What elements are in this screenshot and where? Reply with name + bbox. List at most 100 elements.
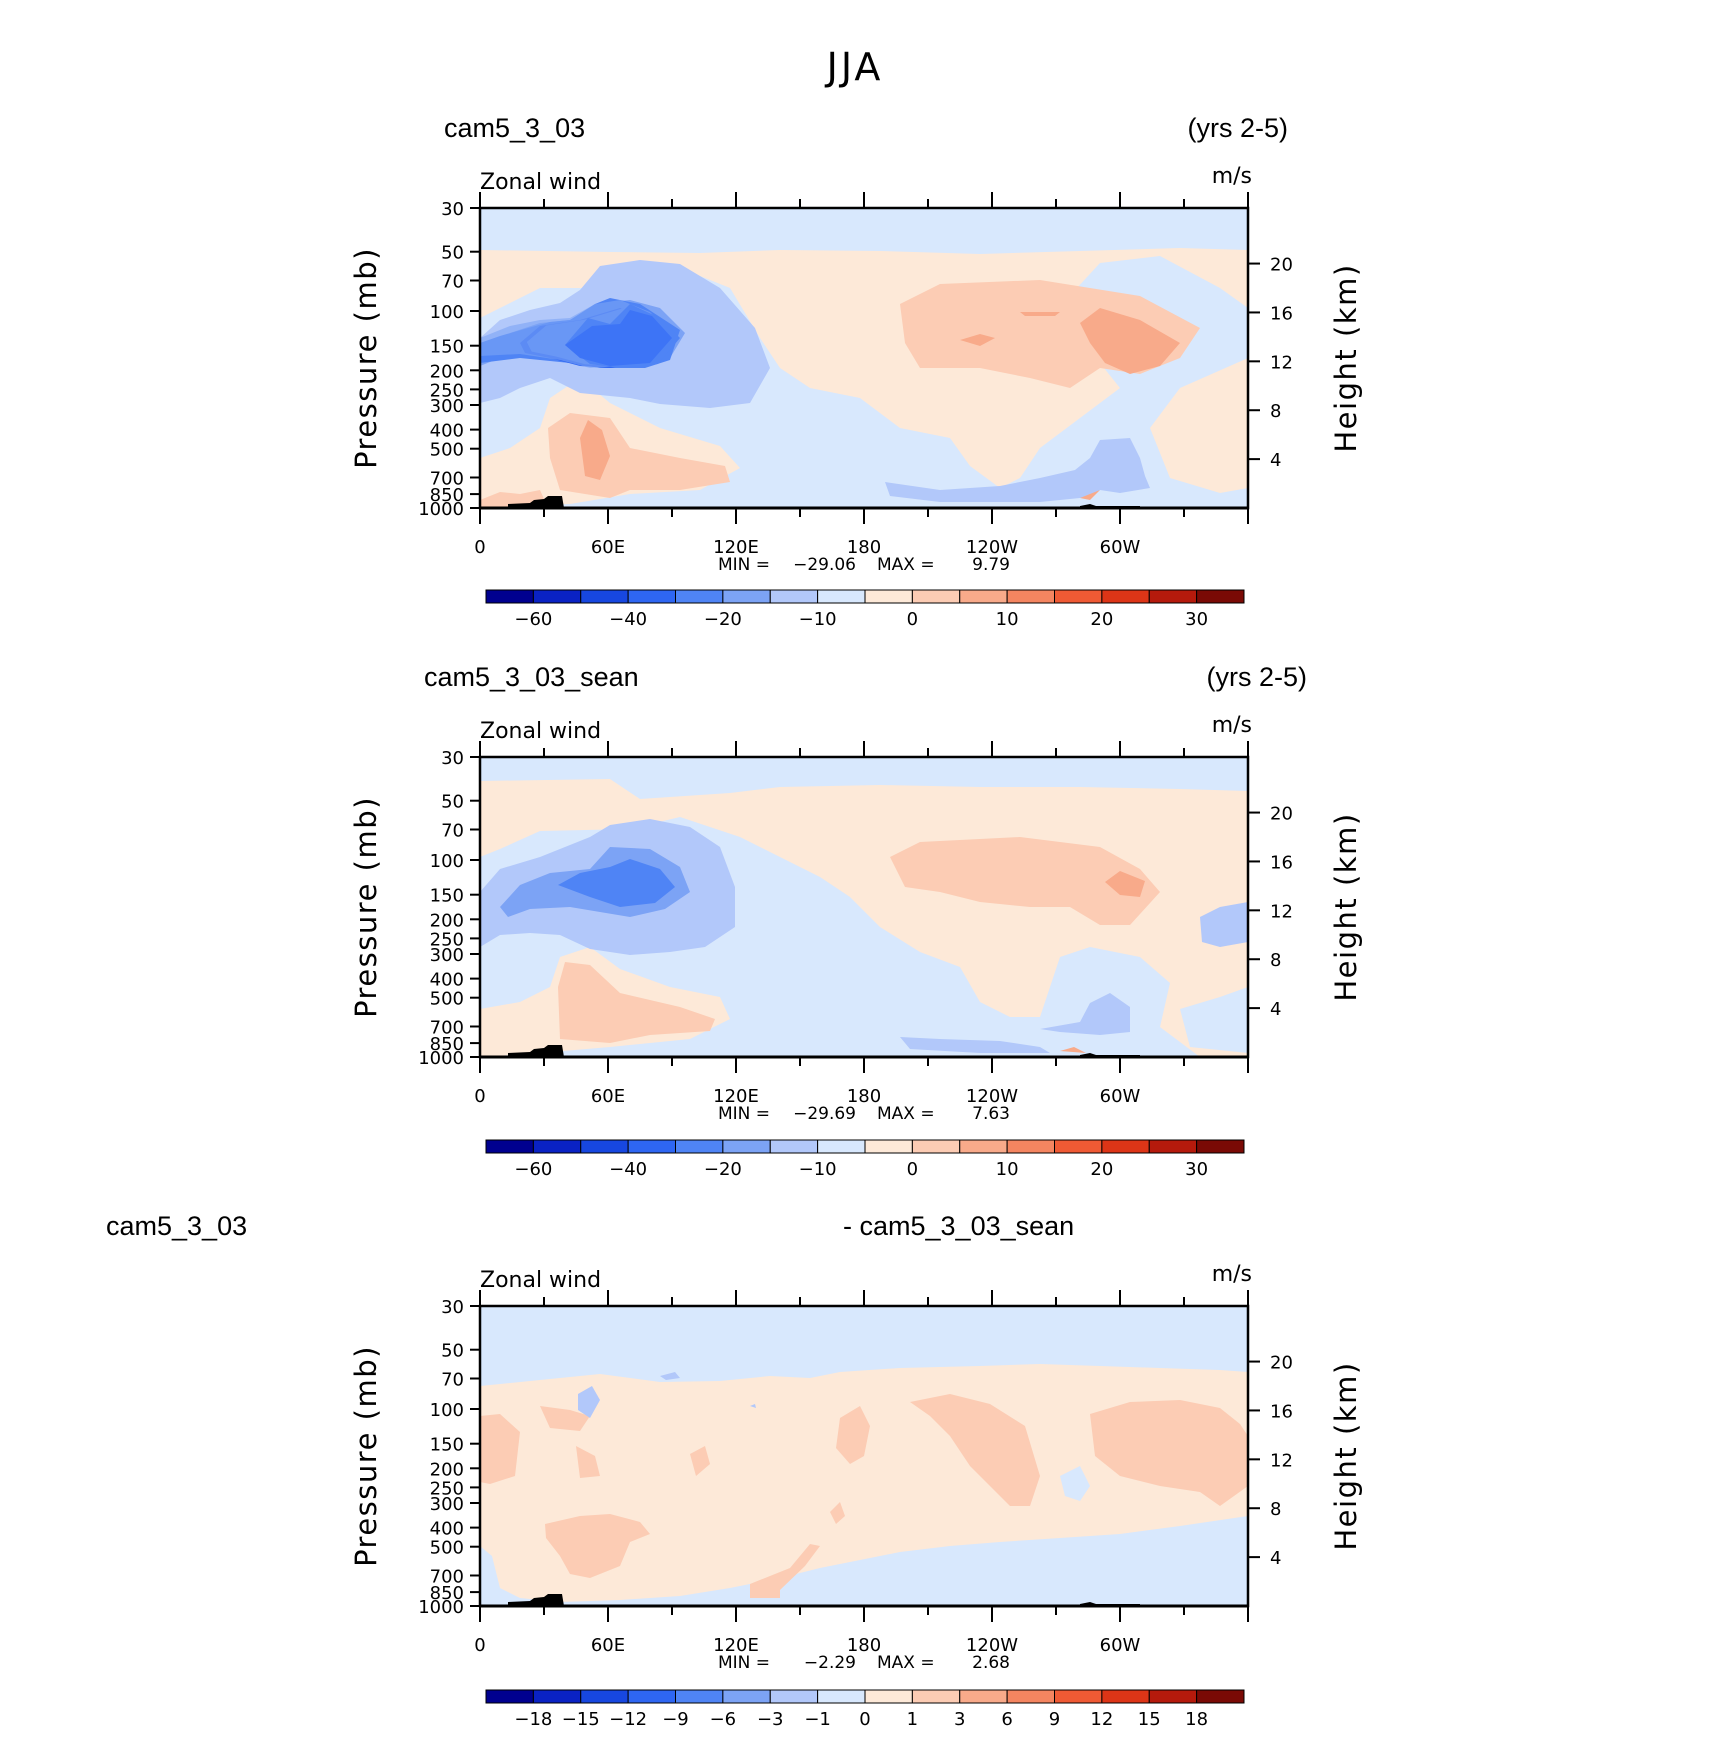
y-tick-label: 30: [441, 1297, 464, 1318]
colorbar-swatch: [1101, 1139, 1150, 1154]
contour-1: [576, 1446, 600, 1478]
y-tick-label: 850: [430, 1583, 464, 1604]
contour-10: [1060, 1047, 1086, 1053]
y-axis-title: Pressure (mb): [349, 1345, 383, 1567]
topography: [508, 1045, 564, 1057]
contour-1: [480, 1414, 520, 1484]
units-label: m/s: [1212, 713, 1252, 738]
min-label: MIN =: [718, 555, 770, 575]
colorbar-label: −60: [514, 609, 552, 630]
y2-tick-label: 12: [1270, 352, 1293, 373]
x-tick-label: 0: [474, 1635, 485, 1656]
variable-label: Zonal wind: [480, 1268, 601, 1293]
min-value: −2.29: [804, 1653, 856, 1673]
y-tick-label: 100: [430, 1400, 464, 1421]
colorbar-swatch: [1054, 1139, 1103, 1154]
colorbar-swatch: [485, 1689, 534, 1704]
x-tick-label: 120W: [966, 1635, 1018, 1656]
y2-tick-label: 8: [1270, 950, 1281, 971]
colorbar-swatch: [1006, 589, 1055, 604]
contour-10: [1080, 308, 1180, 374]
y-tick-label: 1000: [418, 499, 464, 520]
y2-tick-label: 12: [1270, 901, 1293, 922]
plot-area: [478, 1304, 1250, 1608]
max-label: MAX =: [877, 1653, 935, 1673]
contour-1: [1090, 1400, 1248, 1506]
panel-right-title: - cam5_3_03_sean: [843, 1211, 1074, 1241]
max-value: 9.79: [972, 555, 1010, 575]
colorbar-label: 18: [1185, 1709, 1208, 1730]
colorbar-label: −15: [562, 1709, 600, 1730]
contour-10: [1020, 312, 1060, 316]
x-tick-label: 0: [474, 1086, 485, 1107]
colorbar-swatch: [532, 589, 582, 604]
contour-minus-5: [885, 438, 1150, 502]
colorbar-swatch: [1006, 1689, 1055, 1704]
colorbar-label: 0: [907, 609, 918, 630]
x-tick-label: 120W: [966, 1086, 1018, 1107]
contour-1: [540, 1406, 590, 1431]
y-tick-label: 200: [430, 910, 464, 931]
max-label: MAX =: [877, 1104, 935, 1124]
colorbar-label: 30: [1185, 1159, 1208, 1180]
y2-axis-title: Height (km): [1329, 1361, 1363, 1550]
y-tick-label: 70: [441, 820, 464, 841]
colorbar-swatch: [911, 589, 961, 604]
colorbar-swatch: [1054, 589, 1103, 604]
y2-tick-label: 4: [1270, 999, 1281, 1020]
max-value: 2.68: [972, 1653, 1010, 1673]
colorbar-swatch: [864, 1139, 913, 1154]
colorbar-swatch: [1101, 589, 1150, 604]
y-tick-label: 500: [430, 440, 464, 461]
x-tick-label: 180: [847, 1635, 881, 1656]
contour-0-hole: [1060, 1466, 1090, 1501]
colorbar-label: 10: [996, 609, 1019, 630]
y-tick-label: 400: [430, 970, 464, 991]
colorbar-label: −60: [514, 1159, 552, 1180]
colorbar-label: −40: [609, 609, 647, 630]
colorbar-swatch: [1148, 1139, 1198, 1154]
y-tick-label: 300: [430, 396, 464, 417]
colorbar-swatch: [675, 1689, 724, 1704]
y2-axis-title: Height (km): [1329, 812, 1363, 1001]
y-tick-label: 250: [430, 1478, 464, 1499]
contour-minus-5: [1200, 902, 1248, 947]
contour-10: [580, 420, 610, 480]
y-tick-label: 500: [430, 989, 464, 1010]
colorbar-swatch: [959, 1139, 1008, 1154]
units-label: m/s: [1212, 1262, 1252, 1287]
y-tick-label: 700: [430, 1566, 464, 1587]
panel-left-title: cam5_3_03: [106, 1211, 247, 1241]
colorbar-label: 10: [996, 1159, 1019, 1180]
y-tick-label: 70: [441, 271, 464, 292]
min-value: −29.69: [793, 1104, 856, 1124]
x-tick-label: 60W: [1100, 1086, 1141, 1107]
y-tick-label: 300: [430, 945, 464, 966]
panel-right-title: (yrs 2-5): [1188, 113, 1289, 143]
colorbar-label: 0: [907, 1159, 918, 1180]
colorbar-label: 15: [1138, 1709, 1161, 1730]
colorbar-swatch: [675, 589, 724, 604]
contour-minus-5: [900, 1037, 1050, 1053]
colorbar-label: −9: [662, 1709, 689, 1730]
contour-1: [690, 1446, 710, 1476]
max-value: 7.63: [972, 1104, 1010, 1124]
plot-area: [478, 755, 1250, 1059]
colorbar-swatch: [817, 1689, 866, 1704]
y2-axis-title: Height (km): [1329, 263, 1363, 452]
contour-1: [836, 1406, 870, 1464]
y-axis-title: Pressure (mb): [349, 796, 383, 1018]
colorbar-swatch: [627, 1689, 676, 1704]
y-tick-label: 300: [430, 1494, 464, 1515]
colorbar-swatch: [817, 589, 866, 604]
colorbar-swatch: [1196, 589, 1245, 604]
y-tick-label: 50: [441, 792, 464, 813]
y-tick-label: 150: [430, 1435, 464, 1456]
colorbar-swatch: [580, 1689, 629, 1704]
y2-tick-label: 16: [1270, 1401, 1293, 1422]
x-tick-label: 120E: [713, 1086, 759, 1107]
y2-tick-label: 8: [1270, 1499, 1281, 1520]
y-tick-label: 150: [430, 337, 464, 358]
topography: [508, 496, 564, 508]
